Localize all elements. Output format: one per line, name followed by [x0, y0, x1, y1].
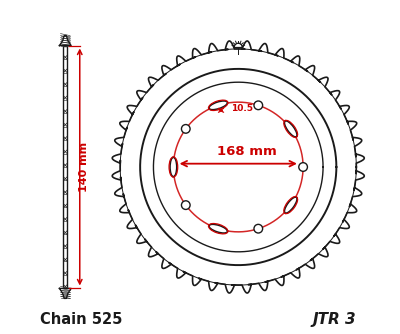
Circle shape [182, 125, 190, 133]
Text: 168 mm: 168 mm [217, 145, 276, 158]
Ellipse shape [209, 224, 228, 233]
Bar [64, 46, 67, 288]
Polygon shape [60, 288, 71, 298]
Text: 140 mm: 140 mm [80, 142, 90, 192]
Circle shape [299, 163, 308, 171]
Text: Chain 525: Chain 525 [40, 312, 123, 327]
Circle shape [254, 224, 263, 233]
Ellipse shape [284, 197, 297, 213]
Ellipse shape [284, 121, 297, 137]
Ellipse shape [209, 101, 228, 110]
Text: 10.5: 10.5 [231, 104, 253, 113]
Circle shape [254, 101, 263, 110]
Polygon shape [60, 36, 71, 46]
Text: JTR 3: JTR 3 [313, 312, 356, 327]
Circle shape [182, 201, 190, 209]
Ellipse shape [170, 157, 177, 177]
